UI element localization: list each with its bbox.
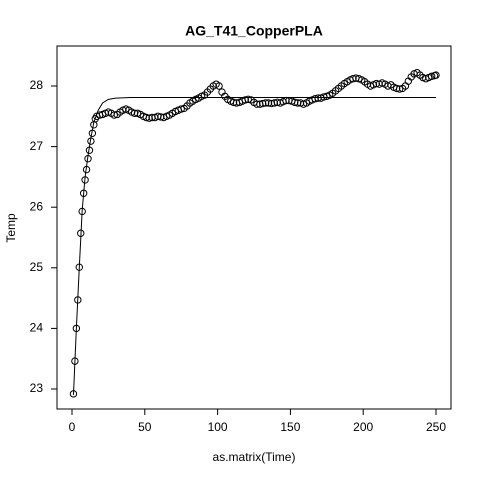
data-point	[145, 114, 153, 122]
y-tick-label: 28	[30, 78, 44, 92]
y-tick-label: 25	[30, 260, 44, 274]
chart-title: AG_T41_CopperPLA	[185, 23, 323, 39]
x-tick-label: 50	[138, 420, 152, 434]
x-tick-label: 250	[426, 420, 446, 434]
x-tick-label: 100	[208, 420, 228, 434]
x-tick-label: 150	[280, 420, 300, 434]
data-point	[349, 75, 357, 83]
data-point	[427, 72, 436, 81]
data-point	[392, 84, 401, 93]
fit-line	[72, 97, 437, 396]
y-tick-label: 24	[30, 321, 44, 335]
x-axis-label: as.matrix(Time)	[213, 450, 296, 464]
data-point	[261, 99, 270, 107]
data-point	[273, 98, 281, 107]
data-point	[372, 79, 381, 88]
data-point	[291, 98, 299, 107]
data-point	[110, 111, 118, 119]
data-point	[215, 82, 223, 90]
data-point	[270, 99, 279, 107]
data-point	[253, 100, 261, 108]
y-tick-label: 27	[30, 139, 44, 153]
y-tick-label: 23	[30, 381, 44, 395]
data-point	[229, 98, 238, 107]
data-point	[259, 99, 267, 108]
data-point	[395, 85, 404, 93]
data-point	[432, 71, 440, 79]
data-point	[264, 99, 273, 107]
data-point	[142, 113, 150, 122]
data-point	[244, 95, 252, 104]
y-axis-label: Temp	[4, 213, 18, 243]
x-tick-label: 0	[69, 420, 76, 434]
x-tick-label: 200	[353, 420, 373, 434]
y-tick-label: 26	[30, 199, 44, 213]
data-point	[177, 105, 185, 113]
data-point	[241, 96, 249, 104]
plot-box	[56, 45, 452, 410]
data-point	[311, 95, 319, 103]
data-point	[157, 113, 165, 121]
